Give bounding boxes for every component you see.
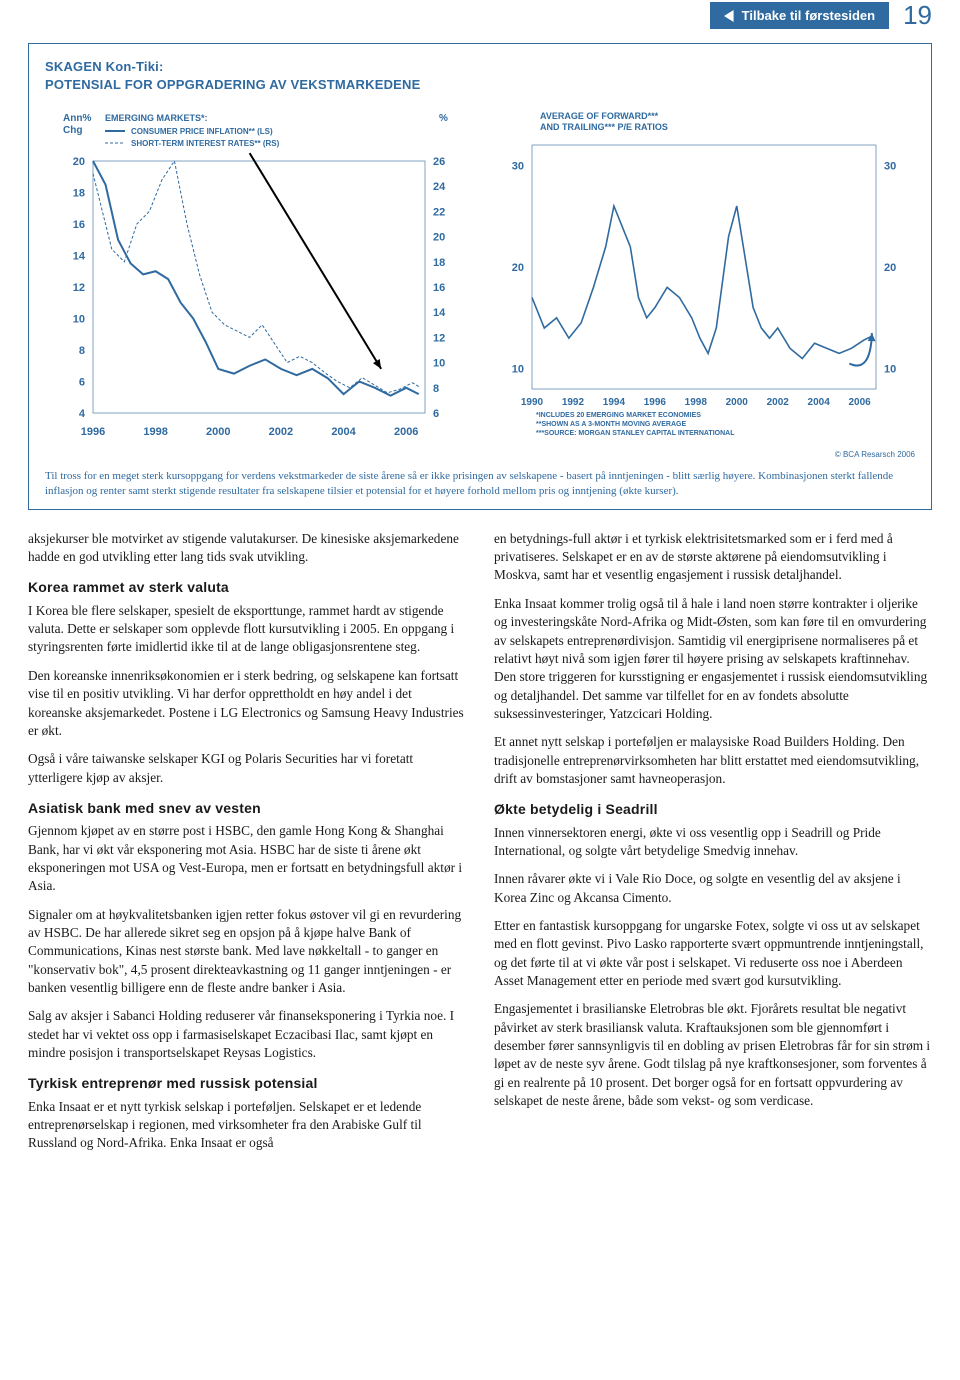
svg-text:14: 14: [73, 251, 86, 263]
paragraph: Et annet nytt selskap i porteføljen er m…: [494, 733, 932, 788]
svg-text:1994: 1994: [603, 397, 626, 408]
paragraph: Enka Insaat kommer trolig også til å hal…: [494, 595, 932, 723]
left-column: aksjekurser ble motvirket av stigende va…: [28, 530, 466, 1163]
svg-text:20: 20: [433, 232, 445, 244]
page-number: 19: [903, 0, 932, 31]
svg-text:1996: 1996: [81, 426, 105, 438]
svg-text:16: 16: [433, 282, 445, 294]
svg-text:14: 14: [433, 307, 446, 319]
svg-text:30: 30: [884, 160, 896, 172]
svg-text:1996: 1996: [644, 397, 667, 408]
paragraph: Innen råvarer økte vi i Vale Rio Doce, o…: [494, 870, 932, 907]
svg-text:CONSUMER PRICE INFLATION** (LS: CONSUMER PRICE INFLATION** (LS): [131, 127, 273, 136]
box-subtitle: POTENSIAL FOR OPPGRADERING AV VEKSTMARKE…: [45, 77, 421, 92]
back-label: Tilbake til førstesiden: [742, 8, 875, 23]
section-heading: Tyrkisk entreprenør med russisk potensia…: [28, 1074, 466, 1093]
svg-text:12: 12: [73, 282, 85, 294]
svg-text:EMERGING MARKETS*:: EMERGING MARKETS*:: [105, 113, 208, 123]
svg-text:22: 22: [433, 206, 445, 218]
paragraph: Salg av aksjer i Sabanci Holding reduser…: [28, 1007, 466, 1062]
svg-text:SHORT-TERM INTEREST RATES** (R: SHORT-TERM INTEREST RATES** (RS): [131, 139, 280, 148]
section-heading: Korea rammet av sterk valuta: [28, 578, 466, 597]
svg-text:1998: 1998: [685, 397, 708, 408]
chart-caption: Til tross for en meget sterk kursoppgang…: [45, 469, 915, 499]
chart-source: © BCA Resarsch 2006: [492, 450, 915, 459]
svg-text:6: 6: [433, 408, 439, 420]
svg-text:AVERAGE OF FORWARD***: AVERAGE OF FORWARD***: [540, 111, 659, 121]
svg-text:1992: 1992: [562, 397, 585, 408]
svg-text:10: 10: [884, 364, 896, 376]
paragraph: Også i våre taiwanske selskaper KGI og P…: [28, 750, 466, 787]
paragraph: aksjekurser ble motvirket av stigende va…: [28, 530, 466, 567]
section-heading: Asiatisk bank med snev av vesten: [28, 799, 466, 818]
paragraph: Etter en fantastisk kursoppgang for unga…: [494, 917, 932, 990]
svg-text:4: 4: [79, 408, 86, 420]
svg-text:20: 20: [884, 262, 896, 274]
svg-text:2006: 2006: [848, 397, 871, 408]
svg-text:24: 24: [433, 181, 446, 193]
paragraph: Signaler om at høykvalitetsbanken igjen …: [28, 906, 466, 998]
svg-text:Chg: Chg: [63, 125, 82, 136]
svg-text:16: 16: [73, 219, 85, 231]
svg-text:8: 8: [79, 345, 85, 357]
svg-text:1990: 1990: [521, 397, 544, 408]
chart-container: SKAGEN Kon-Tiki: POTENSIAL FOR OPPGRADER…: [28, 43, 932, 510]
svg-text:26: 26: [433, 156, 445, 168]
section-heading: Økte betydelig i Seadrill: [494, 800, 932, 819]
pe-ratio-chart: AVERAGE OF FORWARD***AND TRAILING*** P/E…: [492, 103, 912, 443]
svg-text:2002: 2002: [767, 397, 790, 408]
svg-text:12: 12: [433, 332, 445, 344]
paragraph: Den koreanske innenriksøkonomien er i st…: [28, 667, 466, 740]
svg-text:**SHOWN AS A 3-MONTH MOVING AV: **SHOWN AS A 3-MONTH MOVING AVERAGE: [536, 421, 686, 428]
svg-text:20: 20: [512, 262, 524, 274]
svg-text:1998: 1998: [143, 426, 167, 438]
svg-text:20: 20: [73, 156, 85, 168]
triangle-left-icon: [724, 10, 736, 22]
svg-text:8: 8: [433, 383, 439, 395]
svg-text:***SOURCE: MORGAN STANLEY CAPI: ***SOURCE: MORGAN STANLEY CAPITAL INTERN…: [536, 430, 735, 437]
paragraph: I Korea ble flere selskaper, spesielt de…: [28, 602, 466, 657]
right-column: en betydnings-full aktør i et tyrkisk el…: [494, 530, 932, 1163]
svg-text:2004: 2004: [808, 397, 831, 408]
svg-text:6: 6: [79, 377, 85, 389]
paragraph: Engasjementet i brasilianske Eletrobras …: [494, 1000, 932, 1110]
svg-text:10: 10: [433, 358, 445, 370]
svg-text:18: 18: [433, 257, 445, 269]
svg-text:AND TRAILING*** P/E RATIOS: AND TRAILING*** P/E RATIOS: [540, 122, 668, 132]
paragraph: Gjennom kjøpet av en større post i HSBC,…: [28, 822, 466, 895]
svg-text:10: 10: [512, 364, 524, 376]
paragraph: Enka Insaat er et nytt tyrkisk selskap i…: [28, 1098, 466, 1153]
svg-text:18: 18: [73, 188, 85, 200]
svg-text:%: %: [439, 113, 448, 124]
svg-text:2006: 2006: [394, 426, 418, 438]
svg-text:Ann%: Ann%: [63, 113, 91, 124]
svg-text:*INCLUDES 20 EMERGING MARKET E: *INCLUDES 20 EMERGING MARKET ECONOMIES: [536, 412, 701, 419]
inflation-rates-chart: 20 18 16 14 12 10 8 6 4 26 24 22 20 18 16 14 12 10 8 6 1996 1…: [45, 103, 465, 443]
box-title: SKAGEN Kon-Tiki:: [45, 59, 164, 74]
paragraph: en betydnings-full aktør i et tyrkisk el…: [494, 530, 932, 585]
svg-text:30: 30: [512, 160, 524, 172]
back-to-front-button[interactable]: Tilbake til førstesiden: [710, 2, 889, 29]
svg-text:2000: 2000: [206, 426, 230, 438]
svg-text:10: 10: [73, 314, 85, 326]
paragraph: Innen vinnersektoren energi, økte vi oss…: [494, 824, 932, 861]
svg-text:2004: 2004: [331, 426, 356, 438]
svg-text:2002: 2002: [269, 426, 293, 438]
body-columns: aksjekurser ble motvirket av stigende va…: [28, 530, 932, 1163]
svg-text:2000: 2000: [726, 397, 749, 408]
